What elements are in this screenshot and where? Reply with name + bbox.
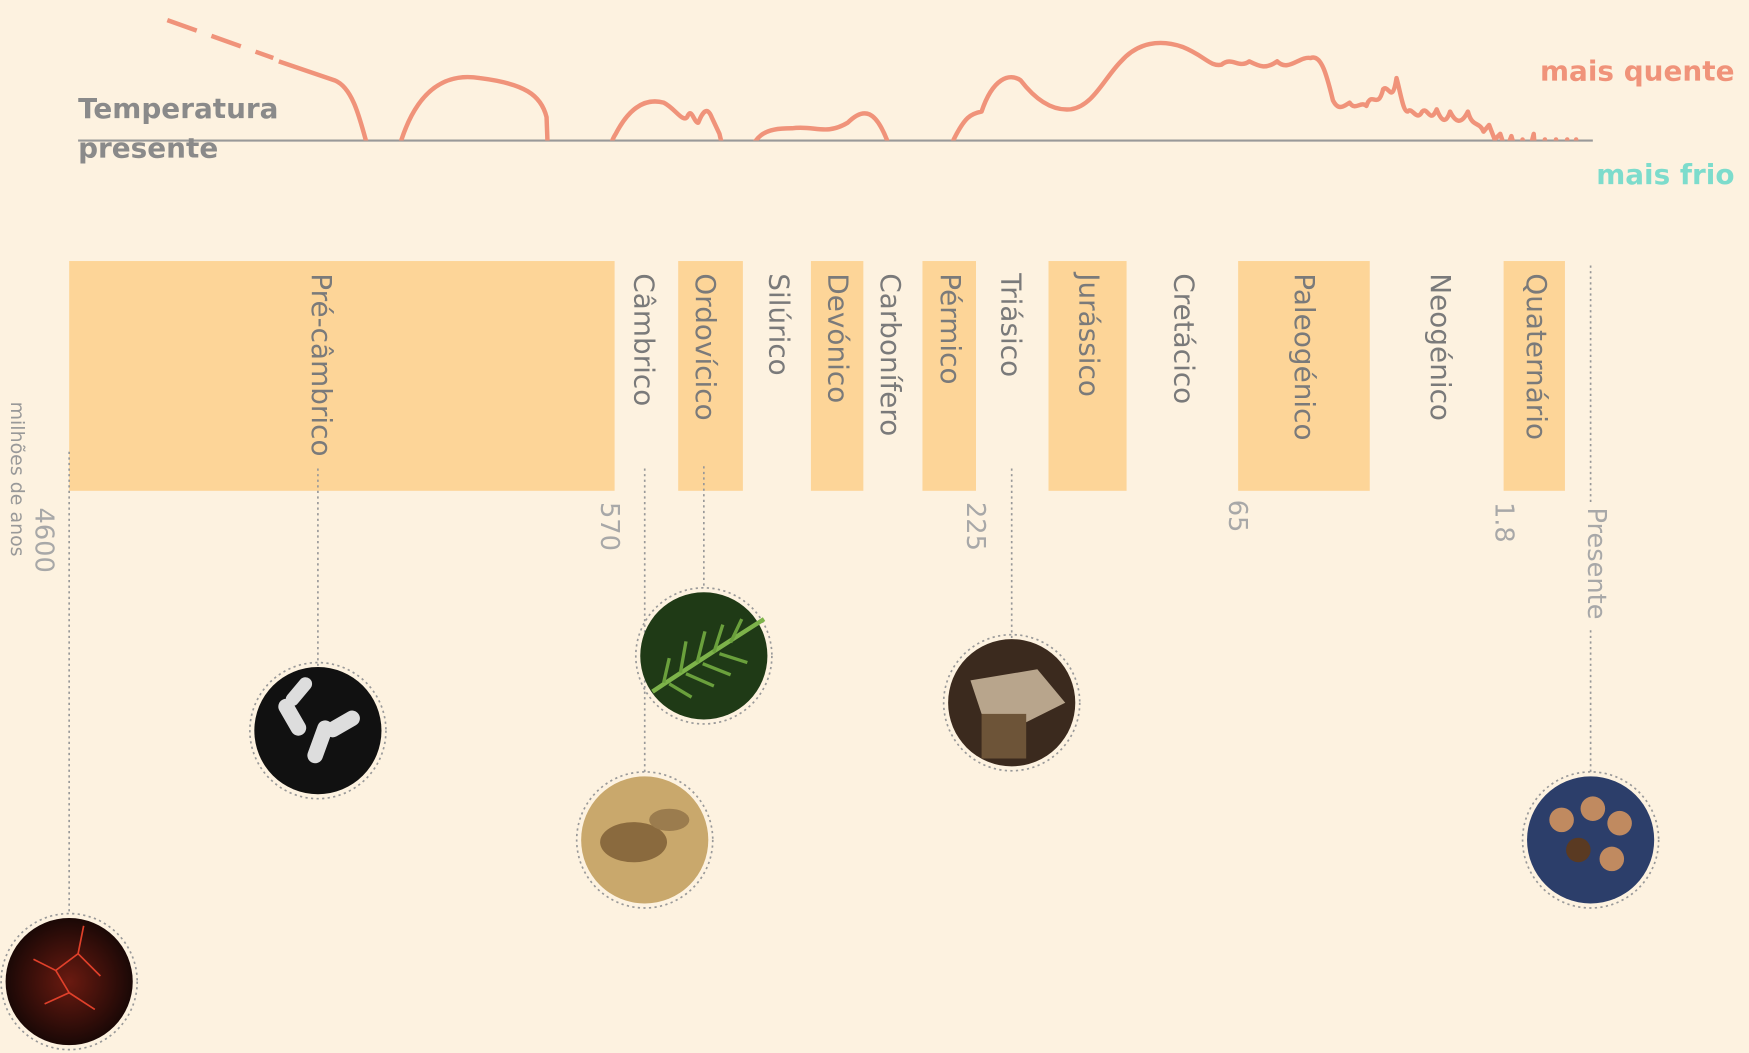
period-label: Pré-câmbrico [305,273,338,456]
period-label: Carbonífero [874,273,907,436]
temperature-curve [279,40,1593,214]
photos [0,587,1660,1051]
period-labels: Pré-câmbrico Câmbrico Ordovícico Silúrico De… [305,271,1553,456]
period-label: Neogénico [1424,273,1457,421]
period-label: Câmbrico [627,273,660,406]
period-label: Pérmico [934,273,967,384]
age-label: 1.8 [1488,502,1518,543]
period-label: Jurássico [1073,271,1106,397]
connectors [68,265,1592,915]
period-label: Ordovícico [689,273,722,420]
age-label: 570 [594,502,624,551]
age-label: 65 [1222,500,1252,533]
present-label: presente [78,131,218,164]
age-label: 225 [960,502,990,551]
period-bands [69,261,1565,491]
age-unit: milhões de anos [6,402,28,557]
period-label: Cretácico [1167,273,1200,404]
curve-dashed [166,17,275,61]
period-label: Paleogénico [1288,273,1321,440]
period-label: Silúrico [762,273,795,375]
age-label: Presente [1581,508,1611,620]
period-label: Triásico [994,272,1027,377]
period-label: Devónico [822,273,855,403]
age-label: 4600 [28,508,58,573]
warmer-label: mais quente [1540,54,1735,87]
period-label: Quaternário [1520,273,1553,440]
present-label: Temperatura [78,92,278,125]
colder-label: mais frio [1596,158,1734,191]
age-labels: 4600 570 225 65 1.8 Presente milhões de anos [6,402,1611,620]
